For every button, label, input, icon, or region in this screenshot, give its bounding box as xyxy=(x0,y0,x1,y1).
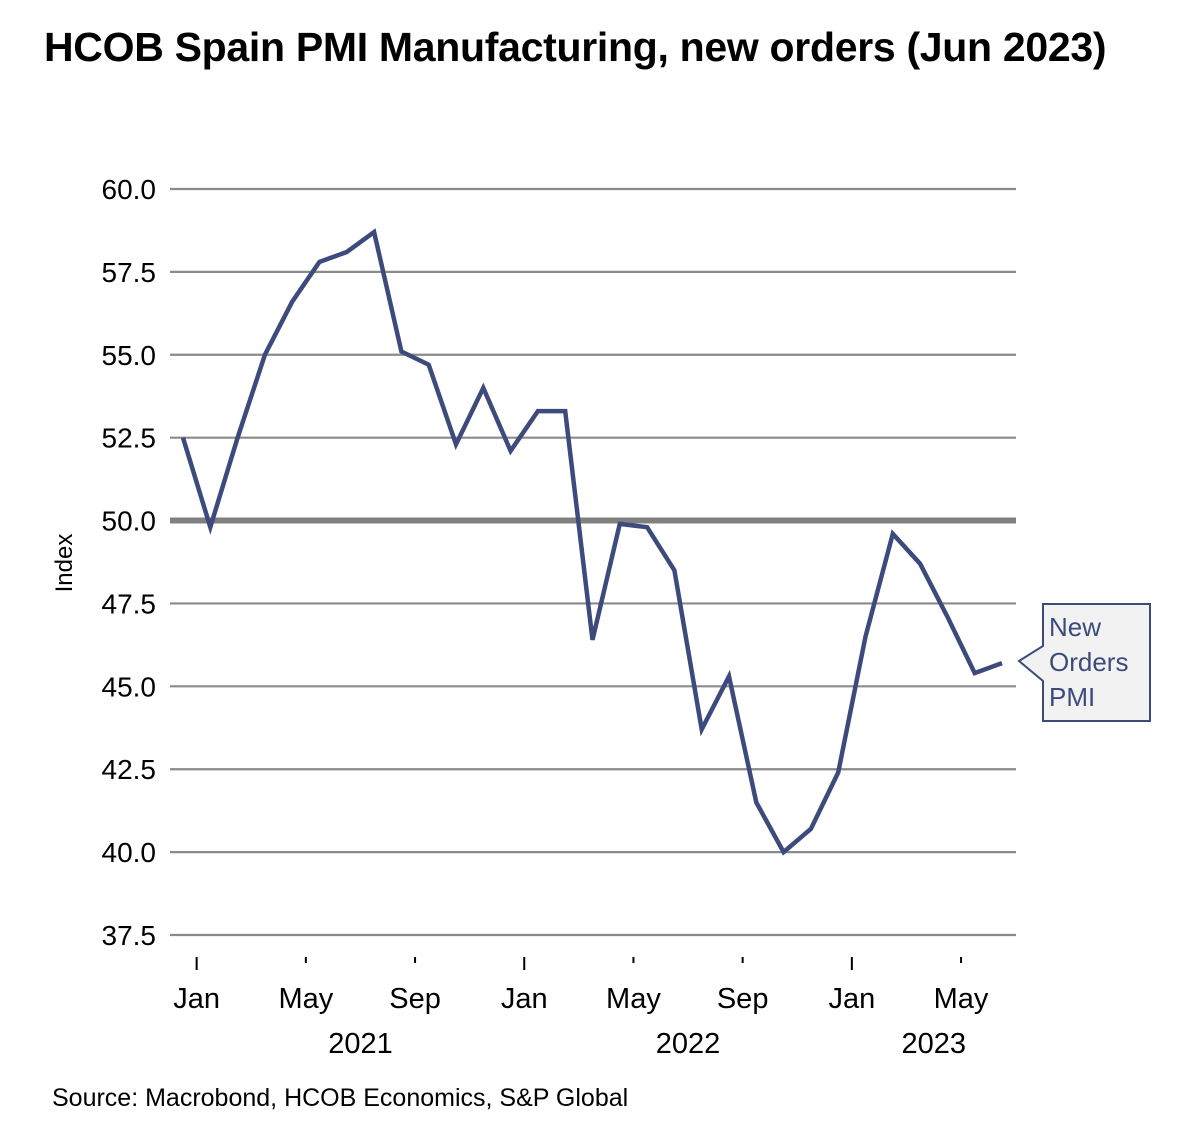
y-axis-label: Index xyxy=(51,534,78,593)
y-tick-label: 42.5 xyxy=(102,754,157,785)
y-tick-label: 50.0 xyxy=(102,506,157,537)
series-layer xyxy=(180,228,1003,856)
y-tick-label: 45.0 xyxy=(102,671,157,702)
y-axis-ticks: 60.0 57.5 55.0 52.5 50.0 47.5 45.0 42.5 40.0 37.5 xyxy=(102,174,157,951)
legend-callout: New Orders PMI xyxy=(1017,603,1151,722)
x-tick-label: Sep xyxy=(717,983,769,1015)
callout-line-3: PMI xyxy=(1049,682,1095,712)
x-year-label: 2023 xyxy=(901,1028,966,1060)
y-tick-label: 55.0 xyxy=(102,340,157,371)
callout-line-1: New xyxy=(1049,612,1101,642)
x-axis-ticks: Jan May Sep Jan May Sep Jan May 2021 2022 2023 xyxy=(173,957,989,1060)
callout-line-2: Orders xyxy=(1049,647,1128,677)
x-tick-label: Jan xyxy=(173,983,220,1015)
x-tick-label: Jan xyxy=(828,983,875,1015)
callout-box xyxy=(1017,603,1151,722)
x-tick-label: Jan xyxy=(501,983,548,1015)
chart-title: HCOB Spain PMI Manufacturing, new orders… xyxy=(44,24,1107,70)
x-tick-label: Sep xyxy=(389,983,441,1015)
y-tick-label: 52.5 xyxy=(102,423,157,454)
y-tick-label: 60.0 xyxy=(102,174,157,205)
x-tick-label: May xyxy=(934,983,989,1015)
gridlines xyxy=(170,187,1016,937)
y-tick-label: 57.5 xyxy=(102,257,157,288)
y-tick-label: 37.5 xyxy=(102,920,157,951)
x-year-label: 2021 xyxy=(328,1028,393,1060)
x-tick-label: May xyxy=(278,983,333,1015)
series-line-new-orders-pmi xyxy=(180,228,1003,856)
x-tick-label: May xyxy=(606,983,661,1015)
source-note: Source: Macrobond, HCOB Economics, S&P G… xyxy=(52,1084,629,1112)
x-year-label: 2022 xyxy=(656,1028,721,1060)
y-tick-label: 47.5 xyxy=(102,588,157,619)
y-tick-label: 40.0 xyxy=(102,837,157,868)
